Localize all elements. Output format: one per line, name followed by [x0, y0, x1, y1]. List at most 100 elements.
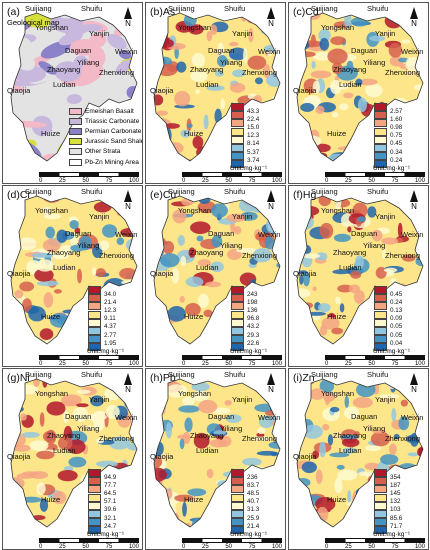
concentration-patch	[318, 29, 331, 42]
place-label-shuifu: Shuifu	[224, 370, 246, 379]
legend-row	[88, 526, 136, 535]
concentration-patch	[257, 427, 266, 435]
north-arrow-icon	[267, 190, 275, 202]
scale-tick: 75	[248, 544, 256, 550]
county-outline	[153, 195, 281, 345]
place-label-zhaoyang: Zhaoyang	[190, 65, 224, 74]
legend-swatch	[88, 343, 101, 352]
concentration-patch	[167, 142, 184, 154]
concentration-patch	[39, 412, 45, 427]
concentration-patch	[30, 335, 37, 341]
legend-swatch	[231, 119, 244, 128]
geology-unit	[54, 61, 82, 82]
concentration-patch	[95, 438, 105, 444]
concentration-patch	[22, 298, 32, 312]
north-arrow: N	[124, 373, 132, 394]
concentration-patch	[95, 268, 106, 278]
panel-label: (h)Pb	[150, 372, 176, 384]
concentration-patch	[319, 222, 334, 239]
scale-bar: 0255075100Kilometer	[39, 538, 139, 550]
geology-legend-item: Jurassic Sand Shale	[69, 137, 142, 147]
place-label-yanjin: Yanjin	[232, 29, 253, 38]
north-label: N	[125, 385, 131, 394]
concentration-patch	[382, 248, 387, 259]
concentration-patch	[228, 41, 239, 47]
distribution-map	[296, 195, 424, 345]
concentration-patch	[246, 14, 260, 24]
scale-tick: 0	[39, 544, 43, 550]
concentration-patch	[312, 80, 320, 94]
concentration-patch	[329, 452, 350, 458]
place-label-shuifu: Shuifu	[367, 187, 389, 196]
legend-swatch	[231, 510, 244, 519]
geology-unit	[106, 33, 127, 50]
scale-tick: 50	[225, 178, 232, 184]
concentration-legend: 354 187 145 132 103 85.6 71.7	[374, 469, 422, 535]
legend-row: 40.7	[231, 493, 279, 505]
concentration-patch	[166, 155, 183, 161]
place-label-ludian: Ludian	[339, 263, 362, 272]
concentration-patch	[370, 431, 391, 447]
place-label-zhaoyang: Zhaoyang	[333, 431, 367, 440]
legend-break-value: 0.05	[390, 323, 403, 331]
place-label-zhaoyang: Zhaoyang	[190, 248, 224, 257]
concentration-patch	[174, 494, 194, 502]
place-label-qiaojia: Qiaojia	[7, 452, 31, 461]
concentration-patch	[66, 512, 77, 518]
north-arrow: N	[267, 373, 275, 394]
concentration-patch	[383, 267, 398, 273]
geology-legend-item: Pb-Zn Mining Area	[69, 157, 142, 167]
panel-label: (g)Ni	[7, 372, 30, 384]
panel-map: (g)Ni N Suijiang Shuifu Yongshan Yanjin Daguan…	[2, 368, 143, 550]
concentration-patch	[368, 35, 386, 42]
legend-row: 2.77	[88, 327, 136, 339]
legend-row: 0.24	[374, 152, 422, 164]
legend-break-value: 0.04	[390, 339, 403, 347]
north-arrow-icon	[267, 373, 275, 385]
legend-swatch	[374, 343, 387, 352]
concentration-patch	[297, 288, 311, 298]
concentration-patch	[126, 393, 137, 409]
concentration-patch	[331, 62, 343, 75]
concentration-patch	[176, 159, 199, 161]
concentration-patch	[154, 467, 167, 483]
place-label-suijiang: Suijiang	[168, 187, 195, 196]
concentration-patch	[353, 290, 365, 304]
north-arrow-icon	[410, 190, 418, 202]
legend-row: 187	[374, 477, 422, 489]
concentration-patch	[248, 28, 254, 43]
concentration-patch	[11, 522, 24, 527]
geology-legend-swatch	[69, 127, 82, 135]
legend-break-value: 39.6	[104, 506, 117, 514]
concentration-patch	[273, 33, 280, 40]
concentration-patch	[161, 518, 175, 527]
legend-row: 103	[374, 501, 422, 513]
legend-break-value: 2.77	[104, 331, 117, 339]
legend-row: 243	[231, 286, 279, 298]
legend-row: 64.5	[88, 485, 136, 497]
scale-tick: 50	[225, 361, 232, 367]
scale-tick: 100	[414, 544, 425, 550]
legend-row: 1.60	[374, 111, 422, 123]
unit-label: Unit:mg·kg⁻¹	[230, 348, 268, 355]
concentration-patch	[155, 305, 166, 315]
legend-break-value: 0.05	[390, 331, 403, 339]
concentration-patch	[236, 247, 258, 254]
concentration-patch	[254, 77, 263, 85]
scale-tick: 100	[271, 544, 282, 550]
legend-row: 0.09	[374, 310, 422, 322]
legend-swatch	[374, 111, 387, 120]
legend-swatch	[374, 526, 387, 535]
legend-swatch	[374, 286, 387, 295]
concentration-patch	[319, 441, 326, 458]
concentration-patch	[192, 135, 204, 149]
concentration-patch	[224, 399, 232, 406]
concentration-patch	[42, 431, 56, 442]
legend-row	[231, 526, 279, 535]
geology-legend-item: Emeishan Basalt	[69, 106, 142, 116]
unit-label: Unit:mg·kg⁻¹	[373, 348, 411, 355]
concentration-patch	[331, 111, 339, 118]
concentration-patch	[39, 498, 49, 512]
legend-break-value: 21.4	[247, 522, 260, 530]
place-label-daguan: Daguan	[65, 46, 92, 55]
